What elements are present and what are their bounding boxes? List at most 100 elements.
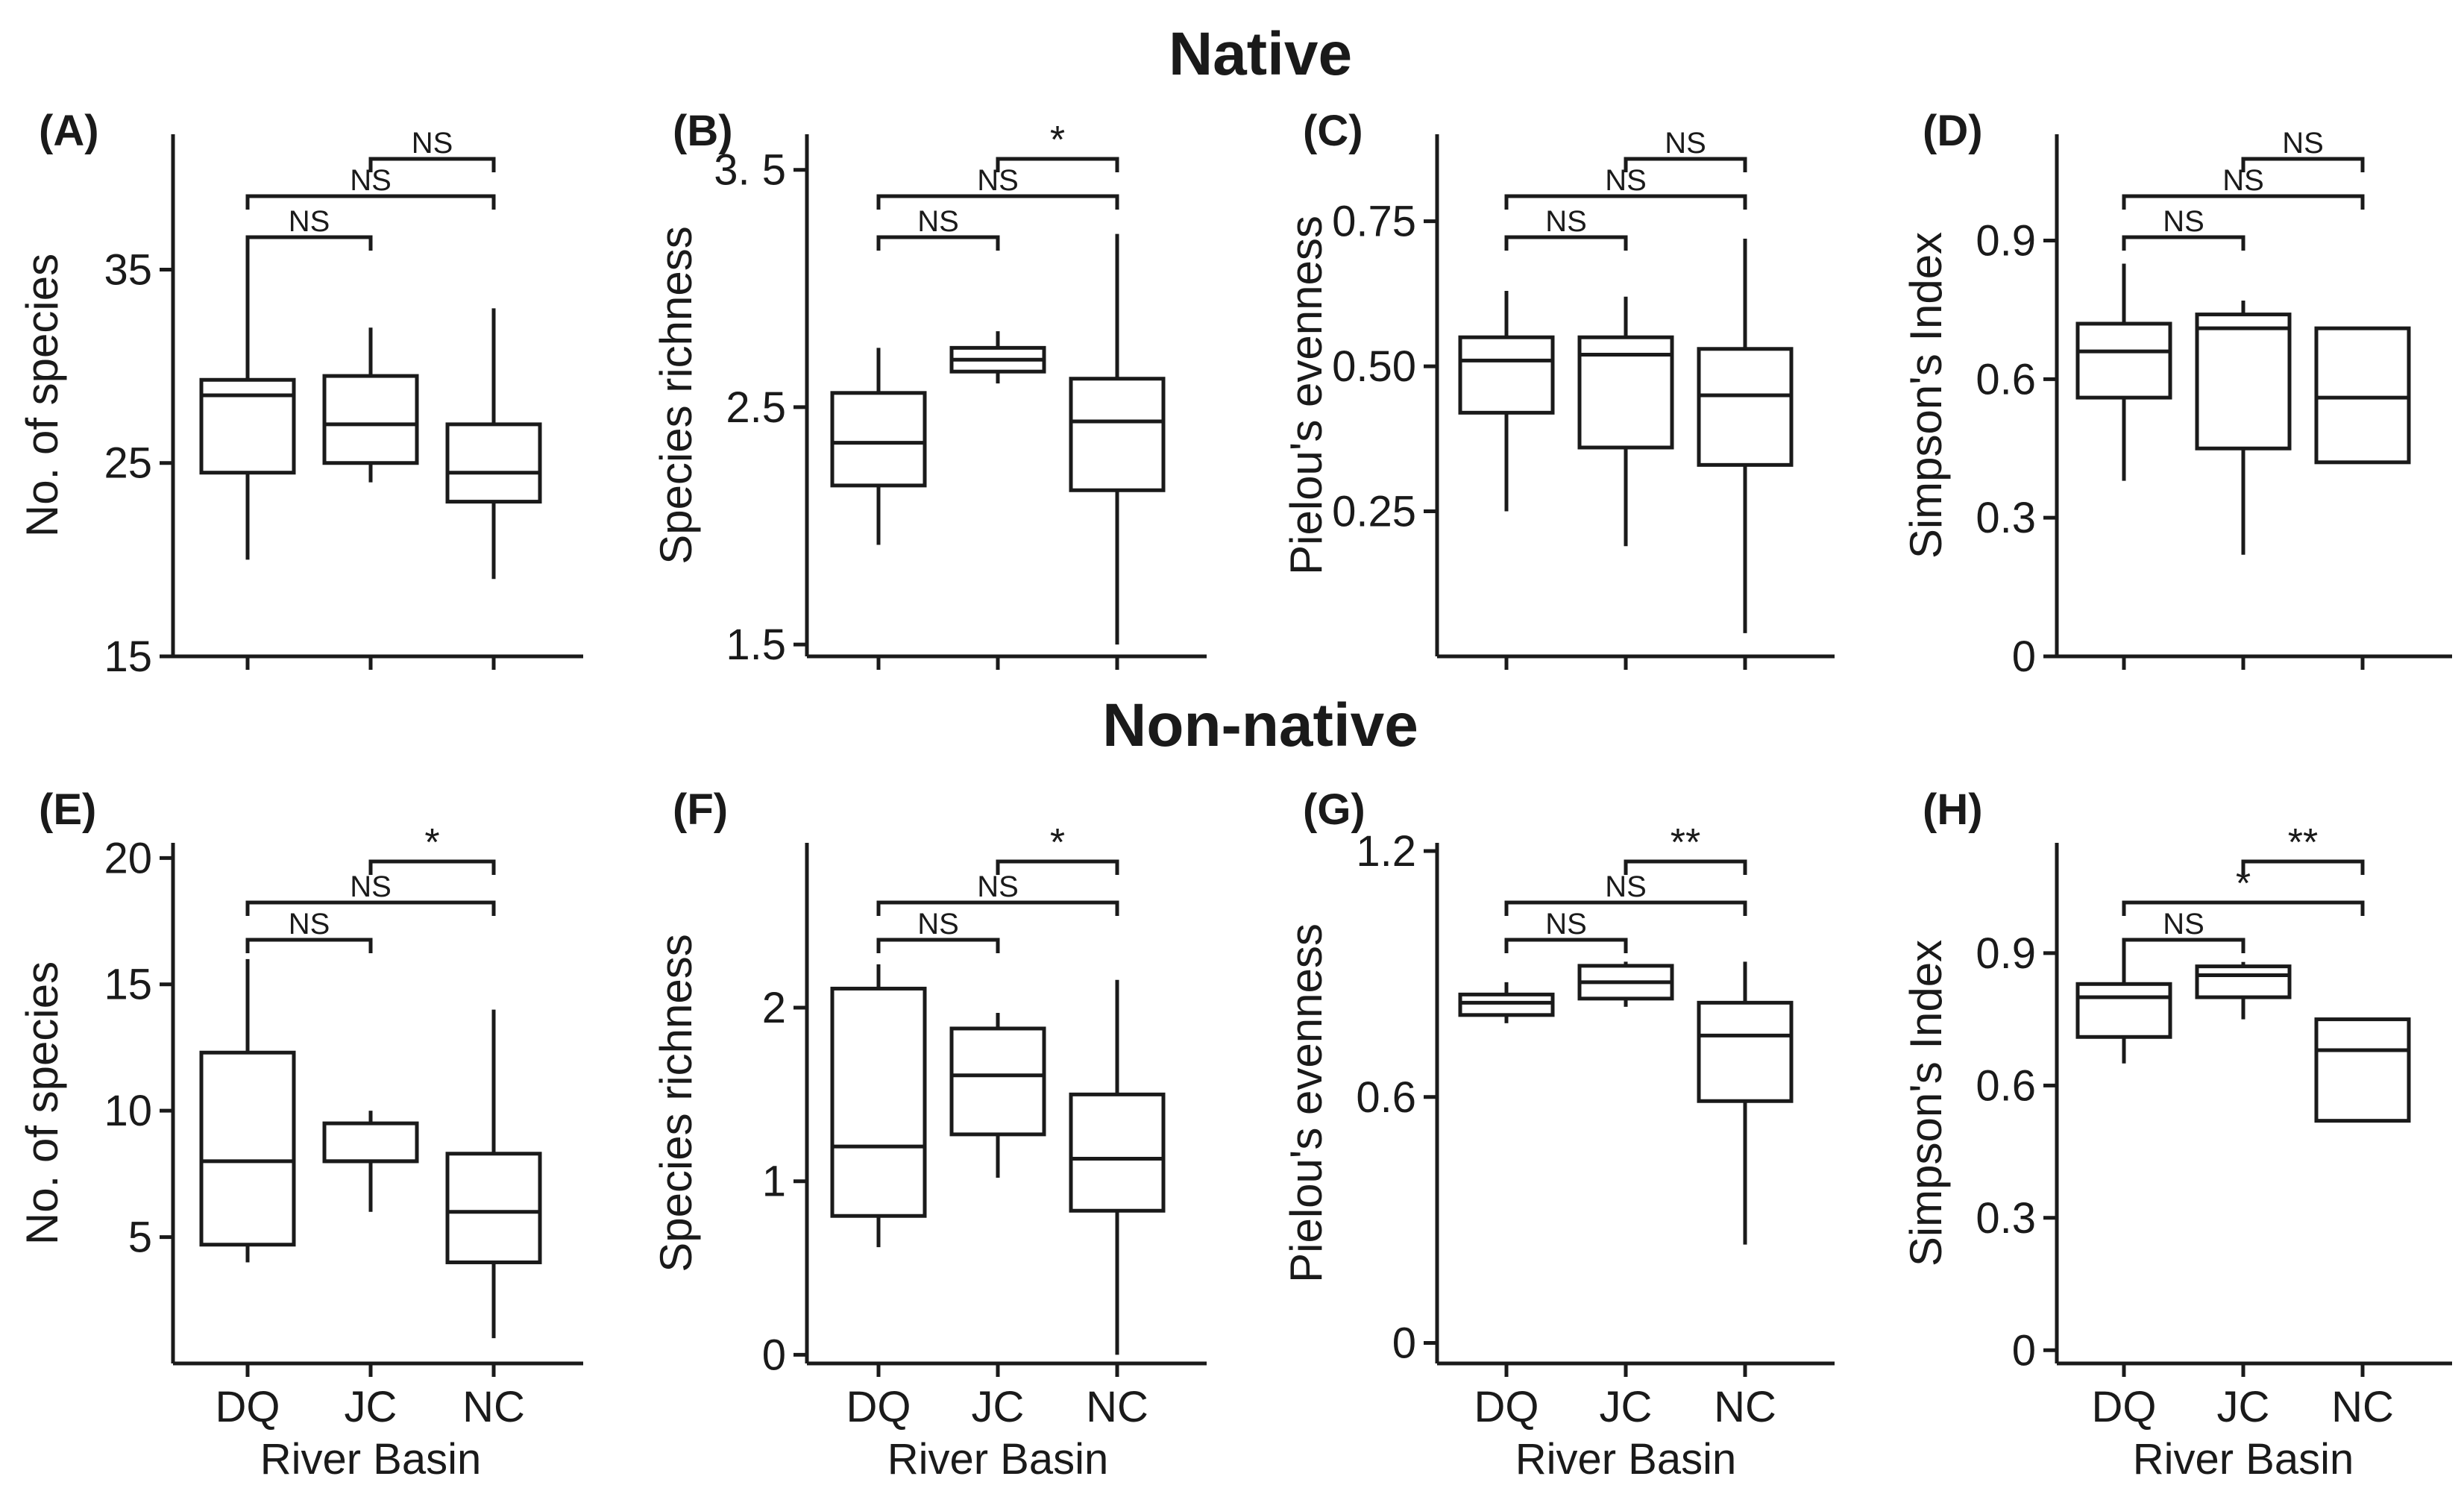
- panel-h: (H) 0 0.3 0.6 0.9 Simpson's Index DQ JC NCRiver …: [1901, 785, 2452, 1484]
- y-tick-label: 0: [1392, 1319, 1416, 1368]
- significance-label: **: [1671, 821, 1700, 864]
- significance-bracket: [245, 938, 373, 953]
- box-iqr: [2075, 321, 2172, 400]
- significance-label: NS: [1605, 870, 1647, 903]
- y-tick-label: 5: [128, 1214, 152, 1262]
- box-nc: [1069, 233, 1166, 645]
- box-iqr: [2075, 982, 2172, 1039]
- significance-bracket: [1624, 859, 1747, 875]
- box-iqr: [830, 391, 927, 488]
- significance-bracket: [996, 859, 1119, 875]
- significance-label: *: [2236, 862, 2251, 905]
- y-tick-label: 15: [104, 632, 152, 681]
- significance-label: NS: [350, 870, 392, 903]
- x-tick-label: NC: [1086, 1383, 1148, 1431]
- significance-label: NS: [289, 908, 330, 941]
- y-axis-title: No. of species: [17, 254, 67, 537]
- significance-bracket: [2122, 194, 2365, 210]
- box-iqr: [1697, 1000, 1794, 1103]
- box-iqr: [445, 1152, 542, 1264]
- box-dq: [2075, 263, 2172, 481]
- panel-label: (H): [1923, 785, 1983, 834]
- significance-bracket: [245, 235, 373, 251]
- y-tick-label: 15: [104, 961, 152, 1009]
- x-tick-label: JC: [972, 1383, 1025, 1431]
- panel-label: (G): [1303, 785, 1365, 834]
- significance-label: NS: [2163, 205, 2204, 238]
- box-jc: [2195, 301, 2292, 555]
- significance-label: NS: [1545, 908, 1587, 941]
- x-tick-label: JC: [2217, 1383, 2270, 1431]
- y-axis-title: Pielou's evenness: [1281, 923, 1331, 1283]
- significance-bracket: [2241, 859, 2365, 875]
- significance-bracket: [2122, 900, 2365, 916]
- x-tick-label: NC: [2331, 1383, 2394, 1431]
- y-tick-label: 35: [104, 245, 152, 294]
- y-tick-label: 0.50: [1332, 342, 1416, 391]
- panel-label: (E): [39, 785, 96, 834]
- significance-label: **: [2288, 821, 2318, 864]
- significance-label: NS: [917, 205, 959, 238]
- x-tick-label: NC: [1714, 1383, 1776, 1431]
- box-jc: [2195, 961, 2292, 1020]
- significance-label: *: [424, 821, 439, 864]
- box-nc: [1697, 961, 1794, 1245]
- box-iqr: [1458, 335, 1555, 415]
- y-tick-label: 0.9: [1976, 216, 2036, 265]
- x-axis-title: River Basin: [1515, 1435, 1737, 1484]
- row-title-native: Native: [1169, 20, 1352, 88]
- significance-bracket: [2122, 235, 2245, 251]
- box-iqr: [949, 1026, 1046, 1137]
- box-iqr: [2314, 1017, 2411, 1123]
- box-jc: [949, 331, 1046, 384]
- box-iqr: [2195, 313, 2292, 451]
- y-tick-label: 10: [104, 1087, 152, 1135]
- y-tick-label: 0.6: [1976, 355, 2036, 404]
- significance-bracket: [2241, 157, 2365, 172]
- y-axis-title: Species richness: [651, 226, 701, 565]
- x-axis-title: River Basin: [260, 1435, 482, 1484]
- x-tick-label: JC: [1600, 1383, 1653, 1431]
- significance-bracket: [996, 157, 1119, 172]
- box-jc: [322, 327, 419, 483]
- significance-bracket: [1624, 157, 1747, 172]
- x-tick-label: NC: [462, 1383, 525, 1431]
- y-tick-label: 1: [762, 1158, 786, 1206]
- box-iqr: [830, 986, 927, 1218]
- significance-bracket: [1504, 900, 1747, 916]
- panel-label: (F): [673, 785, 728, 834]
- significance-bracket: [876, 900, 1119, 916]
- box-iqr: [1458, 992, 1555, 1017]
- y-tick-label: 1.5: [726, 621, 786, 669]
- significance-label: *: [1050, 821, 1065, 864]
- significance-bracket: [2122, 938, 2245, 953]
- box-dq: [1458, 291, 1555, 512]
- box-jc: [1577, 296, 1674, 547]
- x-tick-label: JC: [345, 1383, 397, 1431]
- box-nc: [2314, 1017, 2411, 1123]
- significance-label: NS: [1665, 127, 1706, 160]
- y-tick-label: 1.2: [1356, 827, 1416, 876]
- box-iqr: [322, 374, 419, 465]
- box-dq: [199, 958, 296, 1263]
- y-tick-label: 2: [762, 984, 786, 1032]
- box-dq: [2075, 948, 2172, 1064]
- box-iqr: [322, 1121, 419, 1164]
- significance-bracket: [1504, 235, 1628, 251]
- box-nc: [1697, 239, 1794, 633]
- panel-label: (B): [673, 107, 733, 155]
- y-axis-title: Pielou's evenness: [1281, 216, 1331, 575]
- box-dq: [830, 348, 927, 545]
- panel-label: (D): [1923, 107, 1983, 155]
- significance-label: NS: [2282, 127, 2324, 160]
- significance-label: NS: [977, 870, 1019, 903]
- box-iqr: [445, 422, 542, 504]
- y-axis-title: Simpson's Index: [1901, 232, 1951, 559]
- box-nc: [1069, 979, 1166, 1355]
- significance-label: NS: [289, 205, 330, 238]
- y-tick-label: 0.75: [1332, 198, 1416, 246]
